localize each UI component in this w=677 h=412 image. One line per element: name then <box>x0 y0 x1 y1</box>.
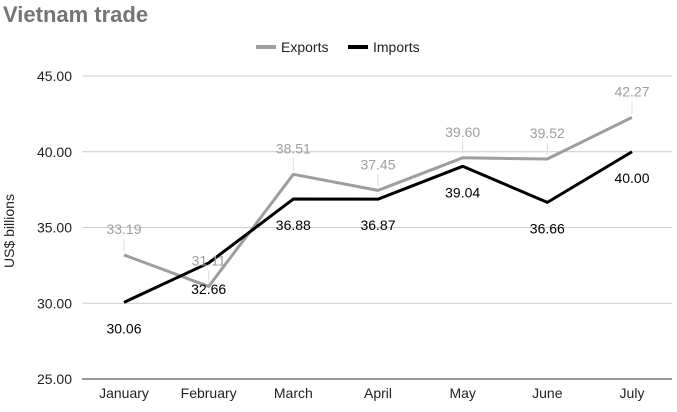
data-label-exports: 42.27 <box>614 83 649 99</box>
legend-label-exports: Exports <box>281 39 328 55</box>
y-tick-label: 40.00 <box>37 144 72 160</box>
x-axis: January February March April May June July <box>99 385 644 401</box>
data-label-exports: 33.19 <box>106 221 141 237</box>
legend-label-imports: Imports <box>373 39 420 55</box>
series <box>123 116 633 304</box>
data-label-imports: 36.87 <box>360 217 395 233</box>
x-tick-label: July <box>620 385 645 401</box>
y-axis: 25.00 30.00 35.00 40.00 45.00 <box>37 68 72 387</box>
y-tick-label: 30.00 <box>37 295 72 311</box>
x-tick-label: March <box>274 385 313 401</box>
x-tick-label: May <box>449 385 475 401</box>
x-tick-label: April <box>364 385 392 401</box>
data-label-exports: 37.45 <box>360 156 395 172</box>
chart-title: Vietnam trade <box>3 2 148 27</box>
data-labels: 33.19 31.11 38.51 37.45 39.60 39.52 42.27 30.06… <box>106 83 649 336</box>
legend: Exports Imports <box>256 39 420 55</box>
data-label-exports: 39.52 <box>530 125 565 141</box>
data-label-imports: 36.88 <box>276 217 311 233</box>
data-label-exports: 38.51 <box>276 140 311 156</box>
data-label-exports: 39.60 <box>445 124 480 140</box>
series-line-exports <box>123 116 633 288</box>
data-label-exports: 31.11 <box>192 252 226 268</box>
x-tick-label: January <box>99 385 149 401</box>
x-tick-label: February <box>181 385 237 401</box>
data-label-imports: 36.66 <box>530 220 565 236</box>
y-tick-label: 25.00 <box>37 371 72 387</box>
series-line-imports <box>123 150 633 304</box>
y-axis-label: US$ billions <box>1 194 17 268</box>
data-label-imports: 30.06 <box>106 320 141 336</box>
data-label-imports: 32.66 <box>191 281 226 297</box>
data-label-imports: 40.00 <box>614 170 649 186</box>
data-label-imports: 39.04 <box>445 184 480 200</box>
grid <box>82 75 672 380</box>
y-tick-label: 35.00 <box>37 220 72 236</box>
y-tick-label: 45.00 <box>37 68 72 84</box>
x-tick-label: June <box>532 385 563 401</box>
